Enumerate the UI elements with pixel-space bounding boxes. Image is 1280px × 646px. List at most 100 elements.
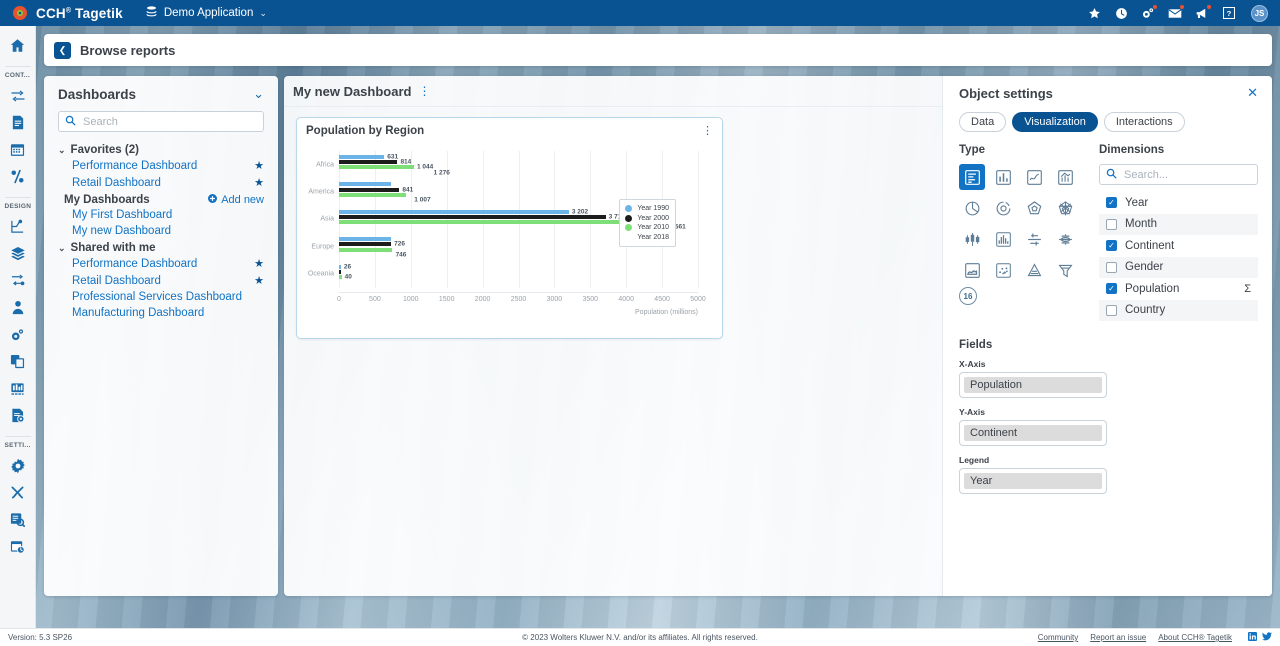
field-pill[interactable]: Continent	[964, 425, 1102, 441]
donut-chart-icon[interactable]	[990, 195, 1016, 221]
back-button[interactable]: ❮	[54, 41, 71, 59]
line-chart-icon[interactable]	[1021, 164, 1047, 190]
chart-bar[interactable]	[339, 165, 414, 170]
add-new-dashboard-button[interactable]: Add new	[208, 194, 264, 206]
chart-bar[interactable]	[339, 242, 392, 247]
pie-chart-icon[interactable]	[959, 195, 985, 221]
polygon-chart-icon[interactable]	[1021, 195, 1047, 221]
chart-table-icon[interactable]	[0, 375, 36, 402]
dimension-checkbox[interactable]	[1106, 218, 1117, 230]
chart-bar[interactable]	[339, 264, 341, 269]
workflow-icon[interactable]	[0, 82, 36, 109]
field-dropzone[interactable]: Population	[959, 372, 1107, 398]
chart-bar[interactable]	[339, 160, 398, 165]
favorite-star-icon[interactable]: ★	[254, 258, 264, 270]
tab-visualization[interactable]: Visualization	[1012, 112, 1098, 132]
audit-icon[interactable]	[0, 506, 36, 533]
chart-bar[interactable]	[339, 198, 411, 202]
recent-clock-icon[interactable]	[1114, 6, 1128, 20]
dimensions-search[interactable]	[1099, 164, 1258, 185]
search-input[interactable]	[81, 114, 257, 129]
dimension-row[interactable]: Gender	[1099, 256, 1258, 278]
chart-bar[interactable]	[339, 209, 569, 214]
dashboard-group-header[interactable]: ⌄ Favorites (2)	[44, 141, 278, 157]
candlestick-chart-icon[interactable]	[959, 226, 985, 252]
document-icon[interactable]	[0, 109, 36, 136]
tools-icon[interactable]	[0, 479, 36, 506]
chart-bar[interactable]	[339, 187, 400, 192]
field-pill[interactable]: Year	[964, 473, 1102, 489]
layers-icon[interactable]	[0, 240, 36, 267]
favorite-star-icon[interactable]: ★	[254, 275, 264, 287]
field-pill[interactable]: Population	[964, 377, 1102, 393]
dimension-checkbox[interactable]: ✓	[1106, 283, 1117, 295]
tab-interactions[interactable]: Interactions	[1103, 112, 1185, 132]
chart-bar[interactable]	[339, 225, 666, 229]
dimension-checkbox[interactable]: ✓	[1106, 197, 1117, 209]
announcements-megaphone-icon[interactable]	[1195, 4, 1212, 20]
column-chart-icon[interactable]	[990, 164, 1016, 190]
chart-bar[interactable]	[339, 220, 639, 225]
waterfall-chart-icon[interactable]	[1021, 226, 1047, 252]
footer-link[interactable]: Community	[1037, 633, 1079, 642]
dashboard-list-item[interactable]: Retail Dashboard ★	[44, 272, 278, 289]
chart-bar[interactable]	[339, 253, 393, 257]
histogram-chart-icon[interactable]	[990, 226, 1016, 252]
dashboard-group-header[interactable]: My Dashboards Add new	[44, 191, 278, 207]
settings-gear-icon[interactable]	[1141, 4, 1158, 20]
dimension-checkbox[interactable]	[1106, 261, 1117, 273]
chart-bar[interactable]	[339, 274, 342, 279]
dashboard-list-item[interactable]: Manufacturing Dashboard	[44, 305, 278, 321]
footer-link[interactable]: Report an issue	[1090, 633, 1147, 642]
calendar-icon[interactable]	[0, 136, 36, 163]
dashboard-list-item[interactable]: Performance Dashboard ★	[44, 157, 278, 174]
dimension-row[interactable]: Country	[1099, 299, 1258, 321]
widget-menu-kebab-icon[interactable]: ⋮	[702, 124, 713, 137]
application-switcher[interactable]: Demo Application ⌄	[145, 5, 267, 21]
linkedin-icon[interactable]	[1248, 632, 1257, 643]
copy-icon[interactable]	[0, 348, 36, 375]
chart-bar[interactable]	[339, 237, 391, 242]
schedule-icon[interactable]	[0, 533, 36, 560]
chart-type-count-badge[interactable]: 16	[959, 287, 977, 305]
field-dropzone[interactable]: Continent	[959, 420, 1107, 446]
dimension-row[interactable]: ✓ Population Σ	[1099, 278, 1258, 300]
dimensions-search-input[interactable]	[1122, 167, 1251, 182]
scatter-chart-icon[interactable]	[990, 257, 1016, 283]
aggregate-sigma-icon[interactable]: Σ	[1244, 282, 1251, 295]
dashboard-group-header[interactable]: ⌄ Shared with me	[44, 239, 278, 255]
twitter-icon[interactable]	[1262, 632, 1272, 643]
close-icon[interactable]: ✕	[1247, 85, 1258, 100]
chart-bar[interactable]	[339, 155, 385, 159]
chart-bar[interactable]	[339, 171, 431, 175]
dashboard-list-item[interactable]: Performance Dashboard ★	[44, 255, 278, 272]
chevron-down-icon[interactable]: ⌄	[253, 86, 264, 101]
dashboard-list-item[interactable]: Retail Dashboard ★	[44, 174, 278, 191]
dimension-checkbox[interactable]: ✓	[1106, 240, 1117, 252]
chevron-down-icon[interactable]: ⌄	[58, 144, 66, 155]
tab-data[interactable]: Data	[959, 112, 1007, 132]
horizontal-bar-chart-icon[interactable]	[959, 164, 985, 190]
dashboard-list-item[interactable]: My new Dashboard	[44, 223, 278, 239]
process-icon[interactable]	[0, 213, 36, 240]
chart-widget[interactable]: Population by Region ⋮ Africa 631 814 1 044…	[296, 117, 723, 339]
dimension-checkbox[interactable]	[1106, 304, 1117, 316]
chart-legend-item[interactable]: Year 2000	[625, 214, 669, 224]
radar-chart-icon[interactable]	[1052, 195, 1078, 221]
dimension-row[interactable]: Month	[1099, 213, 1258, 235]
bullet-chart-icon[interactable]	[1052, 226, 1078, 252]
chart-bar[interactable]	[339, 192, 407, 197]
user-avatar[interactable]: JS	[1251, 4, 1268, 22]
chart-bar[interactable]	[339, 247, 392, 252]
favorite-star-icon[interactable]: ★	[254, 160, 264, 172]
percent-icon[interactable]	[0, 163, 36, 190]
field-dropzone[interactable]: Year	[959, 468, 1107, 494]
footer-link[interactable]: About CCH® Tagetik	[1158, 633, 1232, 642]
dashboards-search[interactable]	[58, 111, 264, 132]
home-icon[interactable]	[0, 32, 36, 59]
gear-icon[interactable]	[0, 452, 36, 479]
funnel-chart-icon[interactable]	[1052, 257, 1078, 283]
dimension-row[interactable]: ✓ Year	[1099, 192, 1258, 214]
combo-chart-icon[interactable]	[1052, 164, 1078, 190]
chevron-down-icon[interactable]: ⌄	[58, 242, 66, 253]
